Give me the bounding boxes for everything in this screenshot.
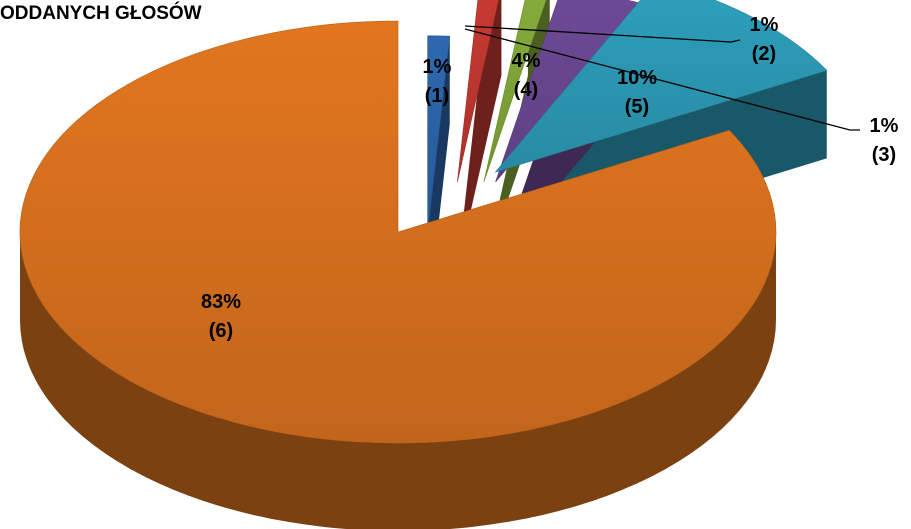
pie-slice-side-2 bbox=[457, 0, 502, 270]
slice-id-label-5: (5) bbox=[625, 96, 649, 118]
slice-percent-label-3: 1% bbox=[870, 115, 899, 137]
slice-id-label-1: (1) bbox=[425, 85, 449, 107]
pie-slice-6 bbox=[19, 20, 777, 444]
leader-line-3 bbox=[464, 28, 860, 131]
slice-percent-label-2: 1% bbox=[750, 14, 779, 36]
slice-percent-label-4: 4% bbox=[512, 50, 541, 72]
pie-slice-3 bbox=[483, 0, 547, 183]
slice-id-label-2: (2) bbox=[752, 43, 776, 65]
slice-id-label-4: (4) bbox=[514, 79, 538, 101]
slice-percent-label-5: 10% bbox=[617, 67, 657, 89]
leader-line-2 bbox=[464, 25, 741, 43]
slice-percent-label-6: 83% bbox=[201, 291, 241, 313]
chart-title: ODDANYCH GŁOSÓW bbox=[0, 3, 202, 24]
pie-slice-2 bbox=[457, 0, 499, 183]
slice-id-label-6: (6) bbox=[209, 320, 233, 342]
slice-id-label-3: (3) bbox=[872, 144, 896, 166]
pie-slice-1 bbox=[427, 35, 451, 233]
pie-slice-5 bbox=[494, 0, 828, 173]
pie-slice-side-6 bbox=[20, 232, 776, 529]
slice-percent-label-1: 1% bbox=[423, 56, 452, 78]
